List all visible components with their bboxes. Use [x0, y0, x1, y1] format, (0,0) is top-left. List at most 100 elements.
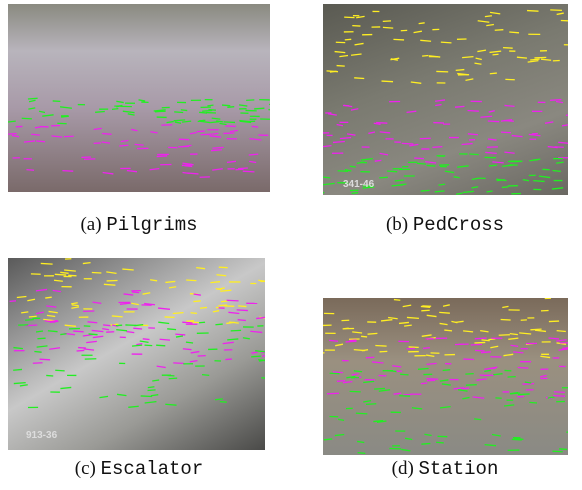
flow-arrow [133, 328, 142, 329]
flow-arrow [127, 171, 137, 172]
flow-arrow [388, 317, 398, 318]
flow-arrow [383, 27, 393, 28]
flow-arrow [427, 363, 437, 364]
flow-arrow [158, 308, 170, 309]
flow-arrow [534, 57, 546, 58]
flow-arrow [227, 339, 238, 340]
flow-arrow [173, 363, 184, 364]
flow-arrow [86, 341, 97, 342]
flow-arrow [380, 153, 388, 154]
flow-arrow [426, 379, 438, 380]
flow-arrow [143, 293, 151, 294]
flow-arrow [323, 177, 330, 178]
flow-arrow [210, 136, 221, 137]
flow-arrow [150, 132, 157, 133]
flow-arrow [51, 136, 62, 137]
flow-arrow [525, 382, 532, 383]
flow-arrow [216, 289, 222, 290]
flow-overlay [323, 298, 568, 455]
flow-arrow [116, 101, 123, 102]
flow-arrow [443, 370, 451, 371]
flow-arrow [8, 121, 16, 122]
flow-arrow [95, 111, 105, 112]
flow-arrow [10, 301, 16, 302]
flow-arrow [249, 161, 256, 162]
flow-arrow [176, 336, 183, 337]
flow-arrow [541, 59, 551, 60]
flow-arrow [421, 190, 430, 191]
flow-arrow [167, 329, 176, 330]
flow-arrow [335, 434, 344, 435]
flow-arrow [557, 331, 566, 332]
flow-arrow [337, 66, 345, 67]
flow-arrow [167, 122, 174, 123]
flow-arrow [502, 306, 508, 307]
flow-arrow [454, 177, 460, 178]
flow-arrow [193, 301, 201, 302]
flow-arrow [230, 130, 238, 131]
caption-label: (a) [80, 214, 101, 235]
flow-arrow [445, 171, 454, 172]
flow-arrow [65, 325, 76, 326]
flow-arrow [349, 340, 356, 341]
flow-arrow [556, 162, 564, 163]
flow-arrow [141, 396, 152, 397]
flow-arrow [523, 180, 529, 181]
flow-arrow [350, 391, 361, 392]
flow-arrow [439, 312, 450, 313]
flow-arrow [490, 51, 502, 52]
flow-arrow [128, 406, 138, 407]
flow-arrow [512, 439, 522, 440]
flow-arrow [533, 181, 544, 182]
flow-arrow [139, 100, 146, 101]
flow-arrow [432, 147, 442, 148]
flow-arrow [194, 294, 201, 295]
flow-arrow [508, 338, 518, 339]
flow-arrow [34, 352, 41, 353]
flow-arrow [243, 338, 250, 339]
flow-arrow [131, 129, 137, 130]
flow-arrow [374, 388, 385, 389]
flow-arrow [343, 382, 352, 383]
flow-arrow [145, 402, 157, 403]
flow-arrow [392, 366, 401, 367]
flow-arrow [407, 317, 419, 318]
flow-arrow [227, 300, 239, 301]
flow-arrow [190, 361, 198, 362]
flow-arrow [42, 115, 53, 116]
flow-arrow [465, 374, 473, 375]
flow-arrow [490, 73, 497, 74]
flow-arrow [46, 306, 56, 307]
flow-arrow [492, 162, 503, 163]
flow-arrow [140, 341, 149, 342]
flow-arrow [212, 133, 218, 134]
flow-arrow [400, 374, 408, 375]
flow-arrow [215, 399, 223, 400]
flow-arrow [190, 133, 197, 134]
flow-arrow [472, 187, 479, 188]
flow-arrow [20, 385, 28, 386]
flow-arrow [175, 334, 185, 335]
flow-arrow [28, 108, 35, 109]
flow-arrow [99, 396, 108, 397]
flow-arrow [476, 379, 486, 380]
flow-arrow [182, 121, 191, 122]
flow-arrow [24, 141, 35, 142]
caption-label: (d) [392, 458, 414, 479]
flow-arrow [337, 381, 345, 382]
flow-arrow [87, 322, 97, 323]
flow-arrow [352, 374, 359, 375]
flow-arrow [210, 282, 220, 283]
flow-arrow [456, 70, 465, 71]
flow-arrow [427, 315, 437, 316]
flow-arrow [489, 367, 498, 368]
flow-arrow [463, 191, 474, 192]
flow-arrow [469, 154, 478, 155]
flow-arrow [363, 381, 374, 382]
flow-overlay [8, 258, 265, 450]
flow-arrow [553, 170, 561, 171]
flow-arrow [553, 395, 565, 396]
flow-arrow [237, 310, 248, 311]
flow-arrow [393, 39, 404, 40]
flow-arrow [143, 339, 150, 340]
